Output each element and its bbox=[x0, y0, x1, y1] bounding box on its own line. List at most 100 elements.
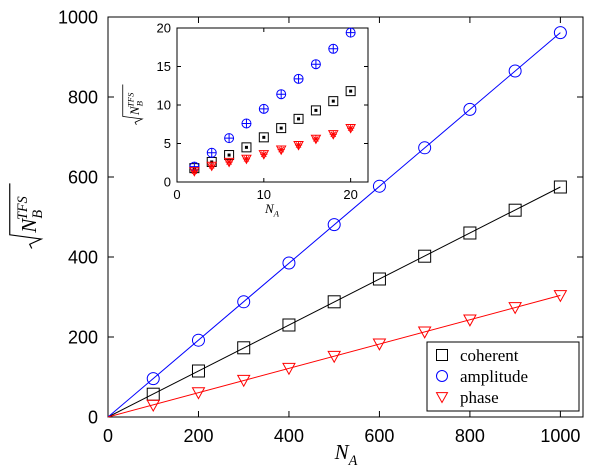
main-ylabel-radical bbox=[9, 183, 44, 249]
main-series-phase-point bbox=[327, 350, 342, 364]
main-series-phase-point bbox=[282, 362, 296, 376]
legend-label-phase: phase bbox=[460, 388, 499, 407]
main-ytick-label: 400 bbox=[68, 247, 98, 267]
main-series-coherent bbox=[107, 180, 567, 418]
main-ytick-label: 200 bbox=[68, 327, 98, 347]
main-series-amplitude-point bbox=[191, 333, 205, 347]
inset-series-phase-point-star bbox=[329, 130, 337, 138]
inset-ylabel-sup: TFS bbox=[125, 92, 135, 107]
inset-ytick-label: 20 bbox=[157, 21, 171, 36]
main-series-coherent-point bbox=[553, 180, 567, 194]
main-ytick-label: 800 bbox=[68, 87, 98, 107]
main-xlabel-sub: A bbox=[348, 453, 358, 466]
inset-series-phase-point-star bbox=[225, 158, 233, 166]
inset-series-coherent-point bbox=[241, 142, 252, 153]
legend-marker-amplitude bbox=[436, 370, 448, 382]
inset-xtick-label: 20 bbox=[343, 187, 357, 202]
inset-series-amplitude-point-plus bbox=[224, 133, 234, 143]
main-ytick-label: 0 bbox=[88, 407, 98, 427]
main-ylabel-sub: B bbox=[30, 210, 46, 219]
inset-series-phase-point-star bbox=[208, 162, 216, 170]
inset-series-coherent-point-dot bbox=[279, 126, 283, 130]
main-ylabel-text: NBTFS bbox=[15, 196, 46, 233]
inset-ytick-label: 5 bbox=[164, 136, 171, 151]
inset-series-phase-point-star bbox=[190, 167, 198, 175]
main-series-phase-point bbox=[372, 338, 387, 351]
main-ylabel-sup: TFS bbox=[15, 196, 31, 220]
main-series-phase-point bbox=[236, 374, 251, 388]
main-series-amplitude-point bbox=[237, 295, 251, 309]
main-xtick-label: 1000 bbox=[540, 426, 580, 446]
main-xtick-label: 400 bbox=[274, 426, 304, 446]
main-xlabel-base: N bbox=[334, 440, 350, 464]
inset-xlabel-sub: A bbox=[273, 209, 280, 219]
inset-ylabel-text: NBTFS bbox=[125, 92, 144, 116]
inset-xtick-label: 10 bbox=[257, 187, 271, 202]
inset-ylabel-sub: B bbox=[135, 100, 145, 106]
inset-series-phase-point-star bbox=[277, 146, 285, 154]
main-series-phase-point bbox=[417, 326, 432, 339]
main-series-amplitude-point bbox=[508, 64, 522, 78]
main-ylabel-base: N bbox=[17, 218, 41, 234]
inset-series-coherent-point-dot bbox=[244, 145, 248, 149]
main-series-phase-point bbox=[508, 302, 522, 315]
main-series-phase-point bbox=[191, 387, 206, 400]
main-series-amplitude-point bbox=[372, 179, 386, 193]
legend-box bbox=[426, 341, 580, 412]
inset-series-amplitude-point-plus bbox=[207, 148, 217, 158]
inset-xlabel: NA bbox=[264, 201, 280, 219]
inset-series-amplitude-point-plus bbox=[259, 104, 269, 114]
main-series-amplitude-point bbox=[282, 256, 296, 270]
main-ytick-label: 600 bbox=[68, 167, 98, 187]
inset-frame bbox=[176, 27, 369, 183]
main-series-coherent-fit-line bbox=[107, 186, 561, 418]
main-xlabel: NA bbox=[334, 440, 358, 466]
main-series-amplitude bbox=[107, 26, 567, 418]
main-series-amplitude-fit-line bbox=[107, 32, 561, 418]
inset-series-coherent-point-dot bbox=[331, 99, 335, 103]
main-series-amplitude-point bbox=[418, 141, 432, 155]
main-series-amplitude-point bbox=[553, 26, 567, 40]
legend-label-coherent: coherent bbox=[460, 346, 519, 365]
main-series-phase bbox=[107, 290, 568, 418]
legend-marker-phase bbox=[435, 392, 449, 404]
inset-series-coherent-point-dot bbox=[227, 153, 231, 157]
inset-series-phase bbox=[189, 124, 356, 177]
main-ytick-label: 1000 bbox=[58, 7, 98, 27]
inset-ytick-label: 10 bbox=[157, 98, 171, 113]
inset-series-phase-point-star bbox=[260, 150, 268, 158]
legend-marker-coherent bbox=[436, 349, 448, 361]
main-series-coherent-point bbox=[418, 249, 432, 263]
inset-series-amplitude-point-plus bbox=[328, 44, 338, 54]
inset-xtick-label: 0 bbox=[173, 187, 180, 202]
main-series-phase-point bbox=[553, 290, 568, 303]
inset-series-coherent-point bbox=[258, 132, 269, 143]
inset-series-coherent-point-dot bbox=[297, 117, 301, 121]
main-series-coherent-point bbox=[327, 295, 341, 309]
inset-series-coherent-point-dot bbox=[314, 108, 318, 112]
legend-label-amplitude: amplitude bbox=[460, 367, 528, 386]
main-series-phase-fit-line bbox=[107, 294, 561, 418]
main-series-coherent-point bbox=[282, 318, 296, 332]
main-xtick-label: 800 bbox=[455, 426, 485, 446]
main-series-phase-point bbox=[463, 314, 477, 327]
inset-series-phase-point-star bbox=[347, 124, 355, 132]
inset-series-amplitude-point-plus bbox=[346, 28, 356, 38]
main-legend: coherent amplitude phase bbox=[426, 341, 580, 412]
inset-series-coherent-point bbox=[345, 86, 356, 97]
inset-ylabel-base: N bbox=[127, 105, 142, 116]
inset-series-amplitude-point-plus bbox=[276, 89, 286, 99]
inset-series-phase-point-star bbox=[312, 135, 320, 143]
inset-xlabel-base: N bbox=[264, 201, 275, 216]
main-series-amplitude-point bbox=[327, 218, 341, 232]
main-series-amplitude-point bbox=[146, 372, 160, 386]
inset-series-coherent-point-dot bbox=[262, 135, 266, 139]
inset-series-coherent-point bbox=[276, 123, 287, 134]
inset-series-amplitude-point-plus bbox=[294, 74, 304, 84]
main-xtick-label: 200 bbox=[183, 426, 213, 446]
inset-series-phase-point-star bbox=[294, 141, 303, 149]
inset-series-coherent-point-dot bbox=[349, 89, 353, 93]
main-series-coherent-point bbox=[463, 226, 477, 240]
